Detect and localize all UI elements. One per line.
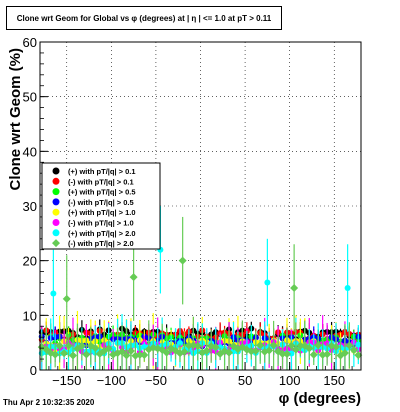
data-point [296,341,305,350]
data-point [282,350,291,359]
data-point [122,351,131,360]
data-point [309,350,318,359]
data-point [340,349,349,358]
data-point [225,348,234,357]
data-point [305,344,314,353]
data-point [180,347,189,356]
data-point [184,341,193,350]
timestamp: Thu Apr 2 10:32:35 2020 [3,398,95,407]
data-point [60,349,69,358]
legend-label: (+) with pT/|q| > 1.0 [68,208,136,217]
data-point [251,346,260,355]
data-point [202,346,211,355]
data-point [91,344,100,353]
legend-label: (-) with pT/|q| > 0.1 [68,177,134,186]
y-tick-label: 60 [23,35,37,50]
legend-label: (-) with pT/|q| > 0.5 [68,198,134,207]
data-point [77,341,86,350]
data-point [354,351,363,360]
legend-marker [52,208,60,216]
data-point [332,342,341,351]
x-tick-label: −100 [97,373,126,388]
legend-marker [52,177,60,185]
data-point [247,347,256,356]
data-point [355,341,362,348]
data-point [118,347,127,356]
data-point [264,279,271,286]
legend-marker [52,198,60,206]
legend-label: (+) with pT/|q| > 0.5 [68,188,136,197]
legend-marker [52,188,60,196]
data-point [62,294,71,303]
data-point [256,341,265,350]
data-point [265,346,274,355]
x-tick-label: −50 [145,373,167,388]
data-point [64,341,73,350]
x-tick-label: 0 [197,373,204,388]
data-point [291,345,300,354]
legend-label: (-) with pT/|q| > 1.0 [68,219,134,228]
chart-title: Clone wrt Geom for Global vs φ (degrees)… [6,6,282,30]
x-tick-label: 50 [238,373,252,388]
data-point [176,340,183,347]
y-tick-label: 20 [23,254,37,269]
data-point [290,284,299,292]
y-tick-label: 40 [23,144,37,159]
data-point [193,341,202,350]
data-point [82,350,91,359]
data-point [345,341,354,350]
legend-marker [52,229,60,237]
data-point [68,351,77,360]
x-tick-label: 150 [323,373,345,388]
data-point [51,350,60,359]
y-tick-label: 50 [23,90,37,105]
data-point [349,345,358,354]
data-point [269,341,278,350]
data-point [287,341,296,350]
y-tick-label: 30 [23,199,37,214]
data-point [344,285,351,291]
legend-label: (+) with pT/|q| > 0.1 [68,167,136,176]
data-point [104,344,113,353]
legend-marker [52,219,60,226]
data-point [140,351,149,360]
x-tick-label: 100 [279,373,301,388]
y-axis-label: Clone wrt Geom (%) [7,48,24,191]
x-tick-label: −150 [52,373,81,388]
legend-label: (+) with pT/|q| > 2.0 [68,229,136,238]
data-point [129,273,138,282]
data-point [278,349,287,358]
data-point [135,350,144,359]
data-point [126,347,135,356]
data-point [211,343,220,352]
x-axis-label: φ (degrees) [279,390,361,407]
legend-label: (-) with pT/|q| > 2.0 [68,239,134,248]
data-point [42,345,51,354]
legend-box [41,162,161,250]
legend-marker [52,167,60,175]
data-point [314,341,323,350]
data-point [323,350,332,359]
data-point [162,348,171,357]
y-tick-label: 10 [23,308,37,323]
legend-marker [52,239,60,248]
data-point [50,290,57,297]
data-point [55,341,64,350]
y-tick-label: 0 [30,363,37,378]
data-point [178,256,187,265]
